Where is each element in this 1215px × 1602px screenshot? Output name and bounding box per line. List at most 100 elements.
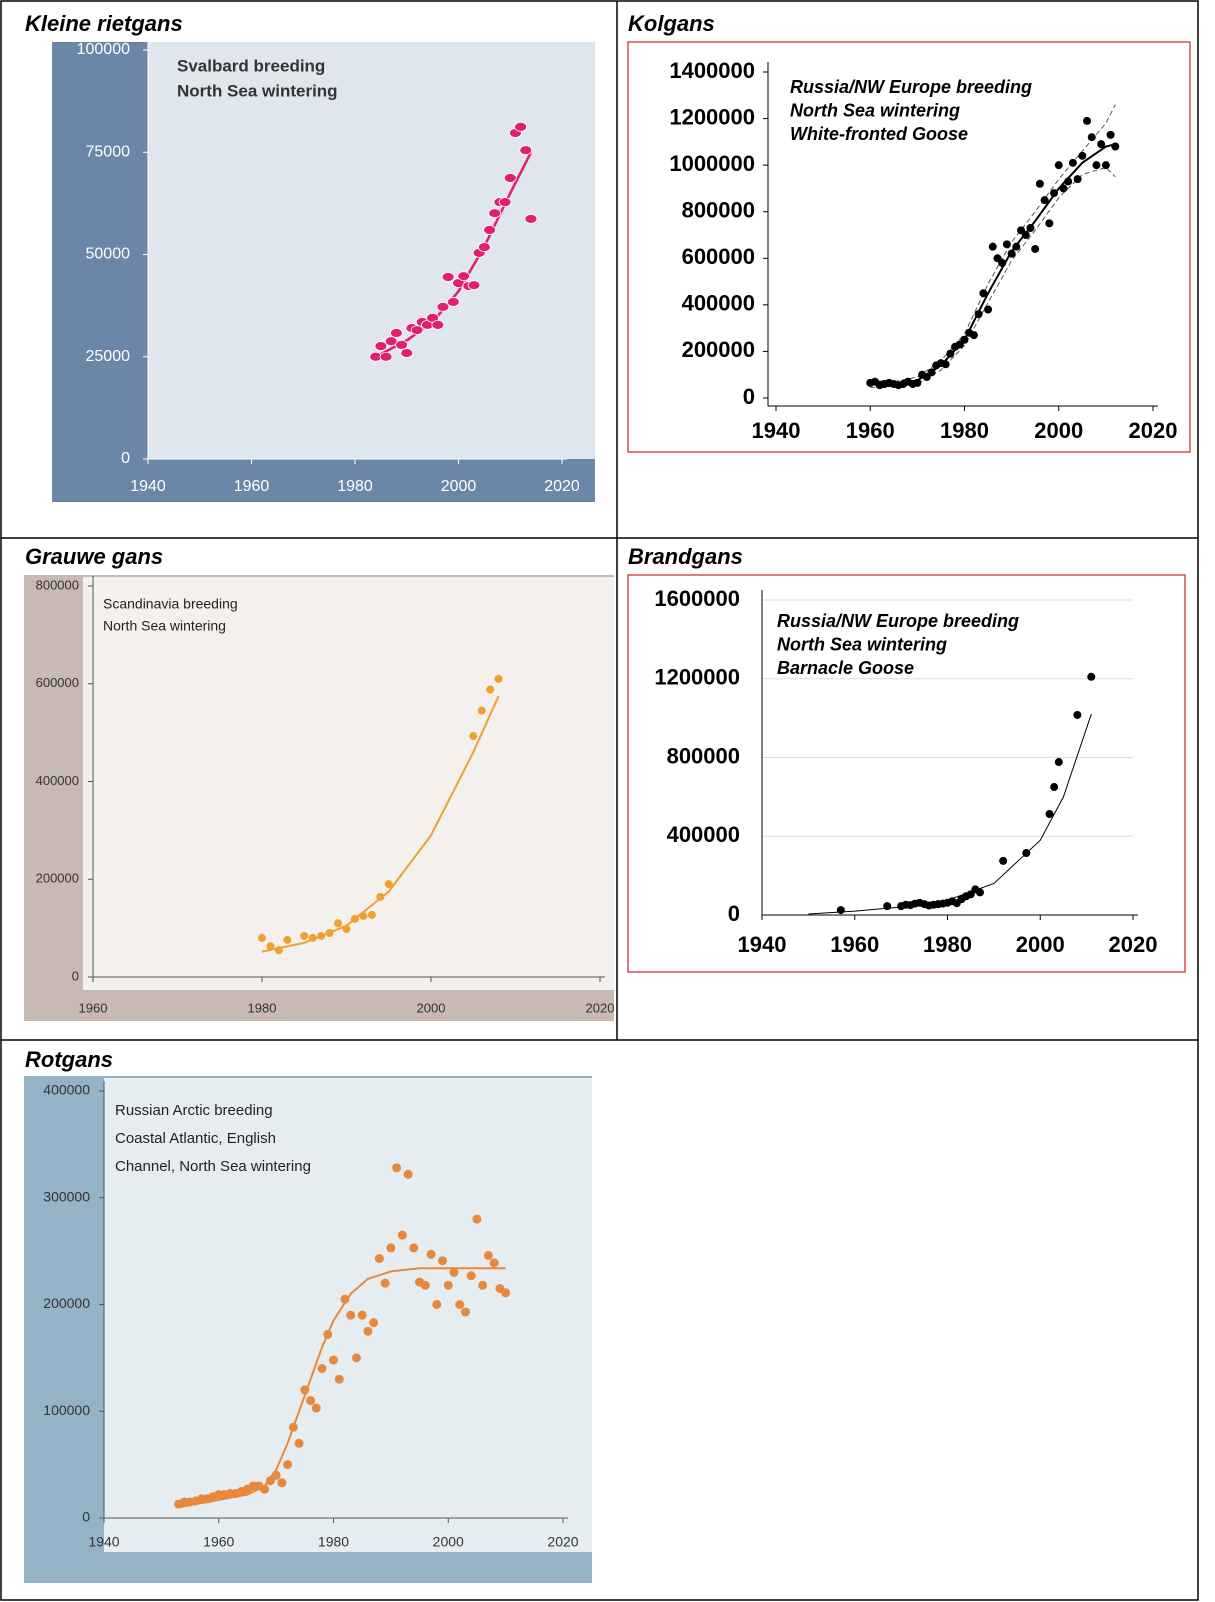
chart-title: Kolgans [628,11,715,36]
data-point [1035,179,1044,188]
data-point [478,1280,488,1290]
y-tick-label: 1600000 [654,586,740,611]
data-point [836,906,845,915]
data-point [1050,783,1059,792]
y-tick-label: 0 [728,901,740,926]
data-point [1087,672,1096,681]
y-tick-label: 100000 [77,41,130,58]
data-point [1092,161,1101,170]
data-point [489,1258,499,1268]
y-tick-label: 1200000 [669,104,755,129]
data-point [397,1230,407,1240]
data-point [455,1300,465,1309]
data-point [1031,244,1040,253]
data-point [323,1329,333,1339]
data-point [1073,710,1082,719]
data-point [999,856,1008,865]
annotation: North Sea wintering [103,618,226,634]
data-point [329,1355,338,1365]
data-point [274,946,283,955]
data-point [960,335,969,344]
annotation: Barnacle Goose [777,658,914,678]
data-point [519,145,533,156]
x-tick-label: 1940 [88,1534,119,1550]
data-point [283,935,292,944]
data-point [334,1374,344,1384]
data-point [300,1385,310,1395]
data-point [974,310,983,319]
data-point [984,305,993,314]
x-tick-label: 1980 [337,478,373,495]
data-point [1111,142,1120,151]
data-point [457,271,471,282]
x-tick-label: 1960 [846,418,895,443]
data-point [494,674,503,683]
y-tick-label: 200000 [682,337,755,362]
data-point [432,1300,442,1309]
fit-line [261,695,500,953]
data-point [1083,116,1092,125]
data-point [436,301,450,312]
data-point [438,1256,448,1266]
y-tick-label: 1200000 [654,665,740,690]
annotation: Russia/NW Europe breeding [777,611,1019,631]
y-tick-label: 75000 [86,143,131,160]
x-tick-label: 1960 [203,1534,234,1550]
annotation: Coastal Atlantic, English [115,1130,276,1147]
data-point [277,1478,287,1488]
data-point [1022,848,1031,857]
data-point [514,121,527,132]
data-point [342,925,351,934]
data-point [1087,133,1096,142]
data-point [441,272,455,282]
x-tick-label: 1940 [130,478,166,495]
data-point [325,929,334,938]
data-point [346,1310,356,1320]
data-point [1026,224,1035,233]
data-point [486,685,495,694]
x-tick-label: 2000 [441,478,477,495]
data-point [359,911,368,920]
data-point [988,242,997,251]
data-point [409,1243,419,1253]
x-tick-label: 2020 [586,1000,615,1015]
x-tick-label: 2000 [1034,418,1083,443]
x-tick-label: 2000 [417,1000,446,1015]
data-point [460,1307,470,1317]
data-point [469,732,478,741]
data-point [395,339,408,350]
data-point [1054,161,1063,170]
data-point [265,1476,275,1486]
x-tick-label: 2020 [1109,932,1158,957]
y-tick-label: 400000 [36,773,79,788]
data-point [477,706,486,715]
data-point [266,942,275,951]
data-point [357,1310,367,1320]
data-point [1040,196,1049,205]
x-tick-label: 1960 [234,478,270,495]
data-point [466,1271,476,1281]
data-point [350,914,359,923]
y-tick-label: 600000 [36,675,79,690]
y-tick-label: 400000 [667,822,740,847]
data-point [927,368,936,377]
data-point [384,336,398,347]
chart-title: Rotgans [25,1047,113,1072]
data-point [392,1163,402,1173]
data-point [488,208,502,219]
plot-area [83,577,614,990]
data-point [317,1364,327,1374]
data-point [410,325,424,336]
data-point [403,1169,413,1179]
data-point [524,214,538,224]
data-point [1045,810,1054,819]
data-point [340,1294,350,1304]
data-point [443,1280,453,1290]
data-point [1012,242,1021,251]
data-point [379,351,393,362]
x-tick-label: 1940 [738,932,787,957]
data-point [283,1460,293,1470]
x-tick-label: 1980 [923,932,972,957]
data-point [501,1288,511,1298]
